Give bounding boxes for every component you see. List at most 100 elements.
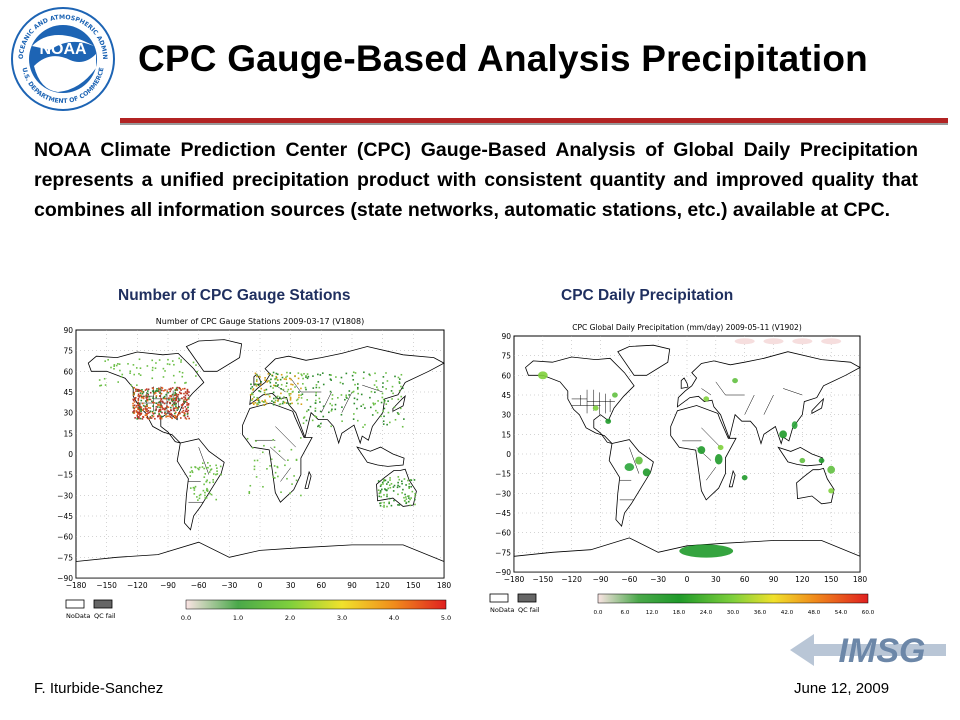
precip-light-area (763, 338, 784, 345)
station-dot (283, 401, 286, 404)
station-dot (148, 418, 150, 420)
station-dot (184, 394, 187, 397)
station-dot (193, 487, 196, 489)
station-dot (138, 358, 141, 361)
station-dot (379, 490, 382, 492)
right-lon-tick-label: −150 (533, 575, 554, 584)
station-dot (393, 406, 396, 409)
station-dot (180, 359, 182, 361)
station-dot (135, 388, 137, 391)
station-dot (274, 477, 276, 479)
station-dot (272, 401, 275, 404)
station-dot (180, 404, 183, 406)
station-dot (158, 390, 160, 393)
station-dot (267, 380, 269, 382)
station-dot (157, 390, 159, 392)
station-dot (215, 498, 218, 501)
station-dot (174, 389, 177, 392)
station-dot (389, 479, 391, 481)
station-dot (295, 458, 298, 461)
station-dot (136, 411, 138, 413)
station-dot (410, 485, 412, 488)
station-dot (263, 389, 266, 392)
station-dot (155, 402, 158, 405)
station-dot (154, 409, 157, 412)
station-dot (315, 394, 317, 397)
left-lat-tick-label: 45 (63, 388, 73, 397)
station-dot (380, 401, 383, 404)
station-dot (133, 409, 135, 412)
station-dot (271, 400, 273, 402)
station-dot (264, 400, 267, 403)
station-dot (312, 387, 315, 389)
station-dot (403, 478, 406, 480)
station-dot (397, 413, 400, 415)
left-nodata-swatch (65, 599, 85, 609)
station-dot (397, 476, 400, 478)
station-dot (263, 444, 265, 447)
station-dot (331, 394, 334, 396)
station-dot (171, 417, 173, 419)
station-dot (119, 369, 121, 372)
station-dot (178, 399, 181, 401)
station-dot (275, 372, 278, 375)
station-dot (137, 408, 139, 411)
station-dot (286, 477, 288, 480)
station-dot (315, 384, 318, 386)
station-dot (374, 372, 376, 375)
station-dot (353, 413, 355, 415)
station-dot (162, 367, 165, 370)
station-dot (377, 400, 379, 402)
station-dot (136, 390, 139, 392)
station-dot (291, 391, 294, 393)
station-dot (160, 417, 163, 420)
station-dot (173, 409, 176, 412)
station-dot (322, 383, 325, 386)
right-scale-tick-label: 6.0 (621, 610, 630, 616)
station-dot (177, 393, 180, 396)
station-dot (170, 399, 173, 401)
station-dot (285, 376, 287, 379)
station-dot (178, 370, 181, 373)
station-dot (136, 418, 139, 420)
right-lat-tick-label: −45 (495, 509, 511, 518)
station-dot (251, 399, 253, 402)
right-scale-tick-label: 30.0 (727, 610, 740, 616)
right-lon-tick-label: 0 (685, 575, 690, 584)
station-dot (184, 382, 186, 384)
station-dot (334, 403, 337, 406)
station-dot (138, 407, 141, 409)
station-dot (266, 468, 268, 470)
station-dot (372, 403, 375, 406)
station-dot (301, 374, 303, 377)
station-dot (341, 420, 343, 423)
station-dot (158, 388, 161, 390)
station-dot (314, 410, 317, 412)
station-dot (150, 417, 153, 419)
station-dot (133, 407, 135, 410)
station-dot (138, 373, 140, 375)
station-dot (302, 422, 305, 425)
station-dot (314, 402, 317, 404)
station-dot (154, 367, 157, 370)
station-dot (381, 481, 384, 484)
station-dot (302, 382, 304, 385)
left-nodata-label: NoData (66, 612, 90, 620)
station-dot (146, 396, 149, 398)
station-dot (383, 494, 385, 496)
station-dot (369, 396, 371, 399)
station-dot (161, 406, 163, 409)
station-dot (340, 376, 343, 379)
station-dot (160, 392, 163, 395)
station-dot (258, 401, 260, 403)
station-dot (146, 392, 149, 395)
station-dot (408, 487, 410, 490)
station-dot (252, 402, 254, 404)
station-dot (137, 399, 140, 402)
station-dot (171, 413, 173, 416)
station-dot (201, 466, 204, 468)
station-dot (253, 396, 255, 398)
station-dot (144, 389, 147, 391)
station-dot (189, 475, 192, 477)
station-dot (132, 404, 134, 407)
